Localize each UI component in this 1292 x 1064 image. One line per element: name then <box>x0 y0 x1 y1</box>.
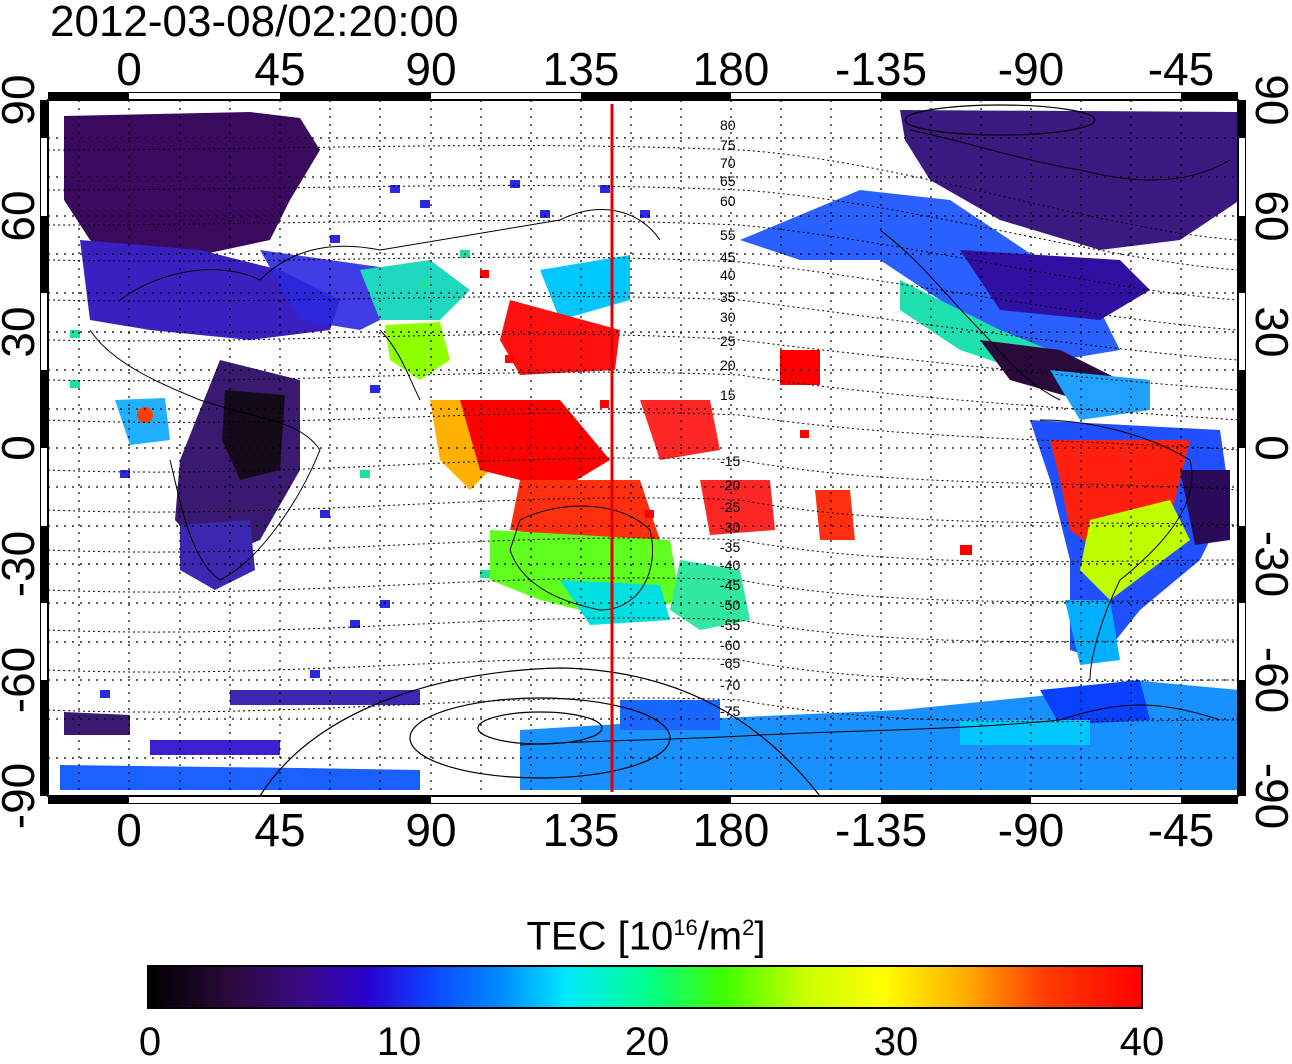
tec-world-map: 80 75 70 65 60 55 45 40 35 30 25 20 15 -… <box>0 43 1292 856</box>
lon-tick: 45 <box>254 804 305 856</box>
lon-tick: -45 <box>1148 804 1214 856</box>
lat-tick: -30 <box>1246 531 1292 597</box>
lat-tick: 0 <box>1246 435 1292 461</box>
mag-label: -65 <box>720 655 740 671</box>
tec-region-australia-north <box>510 480 660 540</box>
colorbar-label: 30 <box>873 1020 919 1064</box>
tec-region-eurasia-north <box>64 112 320 262</box>
bottom-longitude-axis: 0 45 90 135 180 -135 -90 -45 <box>116 804 1214 856</box>
mag-label: 55 <box>720 227 736 243</box>
tec-region-east-asia-red <box>500 300 620 375</box>
mag-label: -30 <box>720 519 740 535</box>
tec-region-europe <box>80 240 340 340</box>
mag-label: -75 <box>720 703 740 719</box>
tec-data-layer <box>60 110 1238 790</box>
mag-label: 80 <box>720 117 736 133</box>
lon-tick: 90 <box>405 804 456 856</box>
lat-tick: -90 <box>0 763 44 829</box>
mag-label: 25 <box>720 333 736 349</box>
right-latitude-axis: 90 60 30 0 -30 -60 -90 <box>1246 74 1292 829</box>
tec-region-antarctic-atlantic <box>60 765 420 790</box>
tec-region-pacific-red <box>640 400 720 460</box>
tec-region-usa <box>960 250 1150 320</box>
mag-label: -50 <box>720 597 740 613</box>
mag-label: -55 <box>720 617 740 633</box>
mag-label: 15 <box>720 387 736 403</box>
lat-tick: 90 <box>0 74 44 125</box>
mag-label: -40 <box>720 557 740 573</box>
lat-tick: -60 <box>1246 647 1292 713</box>
tec-region-india <box>385 322 450 380</box>
lon-tick: -45 <box>1148 43 1214 95</box>
tec-region-south-america-yellow <box>1080 500 1190 600</box>
tec-region-antarctic-purple <box>64 712 130 735</box>
colorbar-title: TEC [1016/m2] <box>526 914 766 959</box>
lon-tick: 0 <box>116 804 142 856</box>
lon-tick: 135 <box>543 804 620 856</box>
lat-tick: 60 <box>0 190 44 241</box>
mag-label: -45 <box>720 577 740 593</box>
mag-label: 30 <box>720 309 736 325</box>
mag-label: -20 <box>720 477 740 493</box>
colorbar-label: 20 <box>624 1020 670 1064</box>
lat-tick: 0 <box>0 435 44 461</box>
lat-tick: 90 <box>1246 74 1292 125</box>
tec-region-australia-south <box>560 580 670 625</box>
tec-region-china <box>360 260 470 320</box>
lat-tick: 60 <box>1246 190 1292 241</box>
tec-region-central-america <box>1050 370 1150 420</box>
mag-label: -60 <box>720 637 740 653</box>
mag-label: 65 <box>720 173 736 189</box>
lon-tick: -135 <box>835 43 927 95</box>
colorbar-label: 0 <box>138 1020 162 1064</box>
lat-tick: 30 <box>0 306 44 357</box>
lon-tick: -90 <box>998 43 1064 95</box>
tec-region-japan <box>540 255 630 320</box>
lon-tick: 180 <box>693 43 770 95</box>
lat-tick: 30 <box>1246 306 1292 357</box>
left-latitude-axis: 90 60 30 0 -30 -60 -90 <box>0 74 44 829</box>
tec-colorbar <box>147 965 1143 1009</box>
tec-region-indonesia <box>460 400 610 490</box>
mag-label: 45 <box>720 249 736 265</box>
lon-tick: 135 <box>543 43 620 95</box>
tec-region-new-zealand <box>670 560 750 630</box>
mag-label: 20 <box>720 357 736 373</box>
magnetic-latitude-labels: 80 75 70 65 60 55 45 40 35 30 25 20 15 -… <box>720 117 740 719</box>
mag-label: -15 <box>720 453 740 469</box>
tec-region-south-africa <box>180 520 255 590</box>
lat-tick: -60 <box>0 647 44 713</box>
mag-label: 75 <box>720 137 736 153</box>
mag-label: -35 <box>720 539 740 555</box>
mag-label: 40 <box>720 267 736 283</box>
tec-region-north-america-band <box>740 190 1120 360</box>
tec-region-africa-dark <box>222 390 285 480</box>
lon-tick: 90 <box>405 43 456 95</box>
tec-region-north-pole-americas <box>900 110 1238 250</box>
lon-tick: 0 <box>116 43 142 95</box>
mag-label: 35 <box>720 289 736 305</box>
colorbar-label: 10 <box>376 1020 422 1064</box>
coastlines <box>89 129 1231 746</box>
colorbar-label: 40 <box>1119 1020 1165 1064</box>
mag-label: 60 <box>720 193 736 209</box>
magnetic-latitude-contours <box>48 145 1238 723</box>
lon-tick: 45 <box>254 43 305 95</box>
tec-region-patagonia <box>1065 600 1120 665</box>
map-title: 2012-03-08/02:20:00 <box>50 0 459 46</box>
lat-tick: -90 <box>1246 763 1292 829</box>
top-longitude-axis: 0 45 90 135 180 -135 -90 -45 <box>116 43 1214 95</box>
mag-label: -70 <box>720 677 740 693</box>
lon-tick: -135 <box>835 804 927 856</box>
lon-tick: 180 <box>693 804 770 856</box>
mag-label: 70 <box>720 155 736 171</box>
lat-tick: -30 <box>0 531 44 597</box>
mag-label: -25 <box>720 499 740 515</box>
lon-tick: -90 <box>998 804 1064 856</box>
